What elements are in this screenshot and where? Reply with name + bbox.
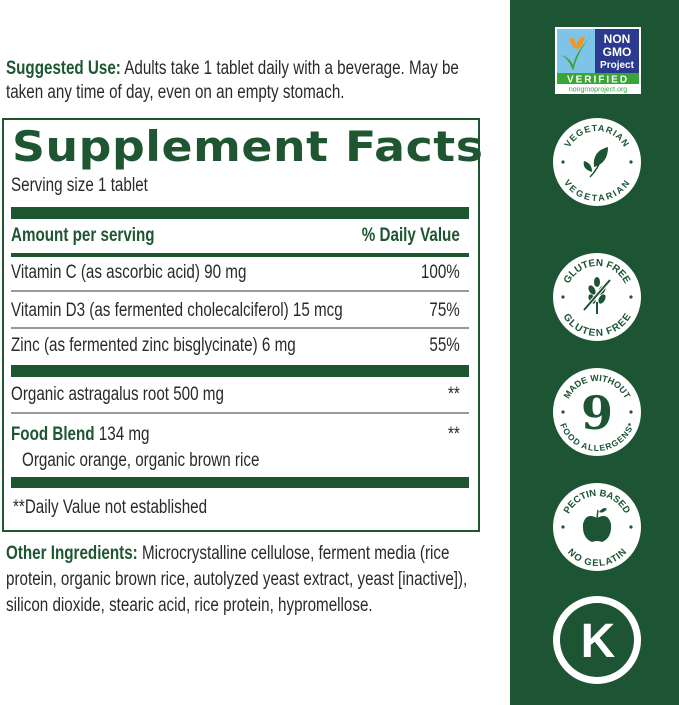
nutrient-dv: 100%: [420, 262, 460, 283]
header-amount: Amount per serving: [11, 225, 155, 246]
other-ingredients-text: Microcrystalline cellulose, ferment medi…: [6, 543, 468, 616]
nutrient-dv: 75%: [429, 300, 460, 321]
nutrient-name: Vitamin C (as ascorbic acid) 90 mg: [11, 262, 247, 283]
nongmo-line1: NON: [604, 32, 631, 46]
blend-name: Food Blend: [11, 424, 95, 445]
divider-thin: [11, 327, 469, 329]
pectin-based-badge: PECTIN BASED NO GELATIN: [553, 483, 641, 571]
divider-thick: [11, 477, 469, 488]
other-ingredients: Other Ingredients: Microcrystalline cell…: [6, 541, 478, 619]
leaf-icon: [583, 147, 608, 178]
nongmo-verified: VERIFIED: [567, 75, 629, 86]
divider-thin: [11, 290, 469, 292]
certification-sidebar: NON GMO Project VERIFIED nongmoproject.o…: [510, 0, 679, 705]
butterfly-icon: [569, 36, 585, 49]
divider-thin: [11, 412, 469, 414]
nutrient-name: Zinc (as fermented zinc bisglycinate) 6 …: [11, 335, 296, 356]
allergens-number: 9: [581, 386, 613, 440]
nongmo-url: nongmoproject.org: [569, 87, 627, 94]
kosher-badge: K: [553, 596, 641, 684]
vegetarian-badge: VEGETARIAN VEGETARIAN: [553, 118, 641, 206]
supplement-facts-panel: [2, 118, 480, 532]
nutrient-name: Organic astragalus root 500 mg: [11, 384, 224, 405]
suggested-use-label: Suggested Use:: [6, 58, 121, 79]
divider-medium: [11, 253, 469, 257]
nutrient-name: Vitamin D3 (as fermented cholecalciferol…: [11, 300, 343, 321]
checkmark-icon: [561, 35, 593, 71]
panel-title: Supplement Facts: [12, 122, 484, 171]
kosher-letter: K: [581, 615, 616, 668]
gluten-free-badge: GLUTEN FREE GLUTEN FREE: [553, 253, 641, 341]
blend-ingredients: Organic orange, organic brown rice: [22, 450, 260, 471]
non-gmo-verified-logo: NON GMO Project VERIFIED nongmoproject.o…: [555, 27, 641, 94]
header-row: Amount per serving % Daily Value: [11, 225, 460, 247]
table-row: Zinc (as fermented zinc bisglycinate) 6 …: [11, 335, 460, 357]
blend-amount: 134 mg: [94, 424, 150, 445]
nongmo-line2: GMO: [603, 45, 632, 59]
nutrient-dv: 55%: [429, 335, 460, 356]
other-ingredients-label: Other Ingredients:: [6, 543, 138, 564]
footnote: **Daily Value not established: [13, 497, 208, 518]
divider-thick: [11, 365, 469, 377]
blend-dv: **: [447, 424, 460, 445]
header-dv: % Daily Value: [361, 225, 460, 246]
serving-size: Serving size 1 tablet: [11, 175, 148, 196]
nutrient-dv: **: [447, 384, 460, 405]
divider-thick: [11, 207, 469, 219]
table-row-blend: Food Blend 134 mg **: [11, 424, 460, 446]
suggested-use: Suggested Use: Adults take 1 tablet dail…: [6, 57, 482, 105]
table-row: Vitamin C (as ascorbic acid) 90 mg 100%: [11, 262, 460, 284]
allergen-free-badge: MADE WITHOUT FOOD ALLERGENS* 9: [553, 368, 641, 456]
nongmo-line3: Project: [600, 60, 635, 71]
table-row: Organic astragalus root 500 mg **: [11, 384, 460, 406]
apple-icon: [582, 508, 612, 542]
suggested-use-text: Adults take 1 tablet daily with a bevera…: [6, 58, 459, 103]
crossed-wheat-icon: [582, 277, 612, 314]
table-row: Vitamin D3 (as fermented cholecalciferol…: [11, 300, 460, 322]
